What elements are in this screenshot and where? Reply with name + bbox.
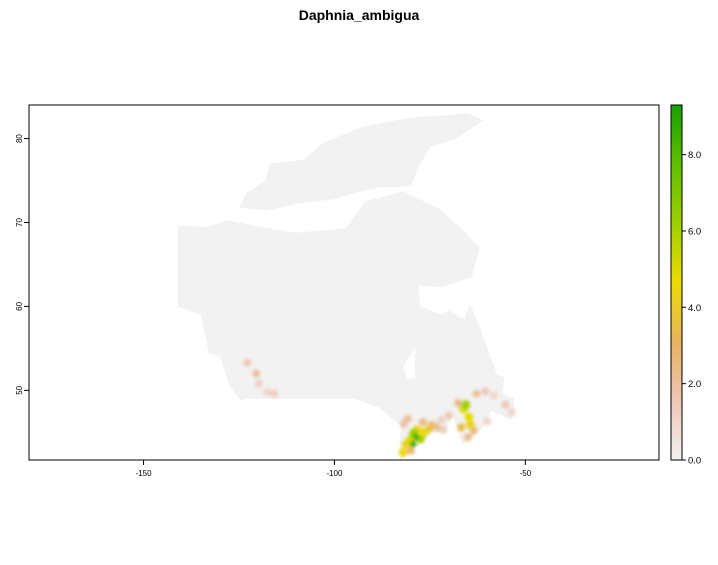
hotspot-cell [243,358,252,367]
hotspot-cell [437,415,446,424]
plot-frame [28,104,660,461]
legend-tick-label: 4.0 [688,303,701,314]
x-tick-label: -50 [520,469,532,478]
hotspot-cell [254,379,263,388]
y-tick-label: 50 [15,385,24,394]
hotspot-cell [445,411,453,420]
hotspot-cell [419,418,427,427]
y-tick-label: 80 [15,134,24,143]
hotspot-cell [507,408,516,417]
hotspot-cell [466,420,475,430]
hotspot-group [243,358,516,457]
x-tick-label: -150 [136,469,153,478]
hotspot-cell [413,434,420,441]
legend-colorbar [670,104,683,461]
hotspot-cell [409,440,417,448]
hotspot-cell [252,369,261,378]
hotspot-cell [454,398,463,407]
y-tick-label: 60 [15,301,24,310]
hotspot-cell [439,425,448,434]
hotspot-cell [464,433,473,442]
hotspot-cell [398,448,408,457]
arctic-island [239,113,484,211]
hotspot-cell [403,414,412,423]
x-tick-label: -100 [326,469,343,478]
hotspot-cell [501,400,510,409]
hotspot-cell [489,391,498,400]
arctic-island [384,256,411,280]
hotspot-cell [406,446,415,455]
y-tick-label: 70 [15,217,24,226]
legend-tick-label: 8.0 [688,150,701,161]
hotspot-cell [464,412,474,422]
hotspot-cell [419,427,429,437]
legend-tick-label: 6.0 [688,226,701,237]
hotspot-cell [461,400,471,409]
hotspot-cell [457,423,466,432]
hotspot-cell [270,389,279,398]
raster-layer [177,113,516,460]
hotspot-cell [263,388,272,396]
hotspot-cell [481,387,490,396]
arctic-island [380,195,480,282]
legend-tick-label: 2.0 [688,379,701,390]
hotspot-cell [483,417,492,426]
legend-tick-label: 0.0 [688,456,701,467]
plot-title: Daphnia_ambigua [298,7,420,23]
hotspot-cell [472,389,481,398]
